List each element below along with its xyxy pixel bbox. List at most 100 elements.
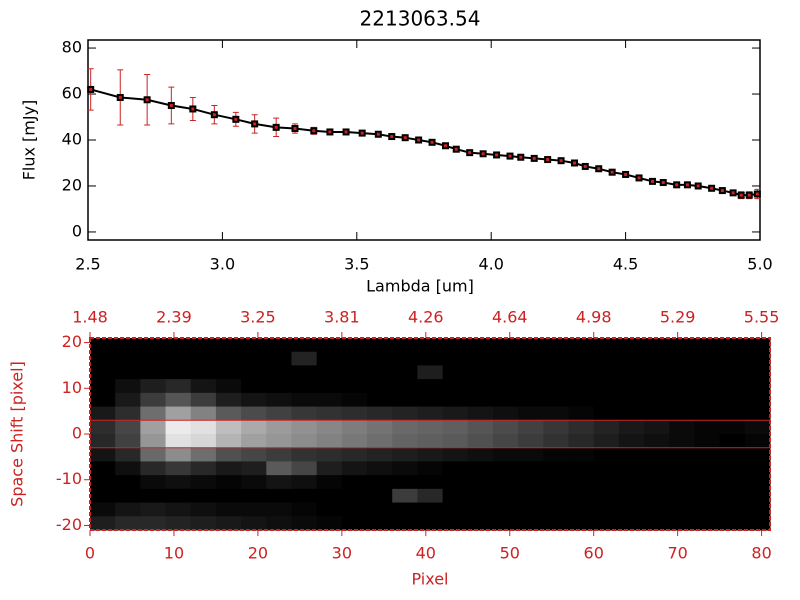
y-tick-label: 20 [62,175,82,194]
image-cell [669,365,695,380]
image-cell [341,365,368,380]
image-cell [367,516,393,531]
image-cell [518,420,544,435]
image-cell [215,379,242,394]
image-cell [543,338,570,353]
data-point-center [169,104,173,108]
image-cell [266,351,292,366]
image-cell [165,516,192,531]
image-cell [266,434,292,449]
data-point-center [444,144,448,148]
image-cell [618,502,645,517]
image-cell [165,502,192,517]
image-cell [644,516,670,531]
image-cell [618,461,645,476]
image-cell [367,420,393,435]
image-cell [492,461,519,476]
image-cell [442,379,469,394]
data-point-center [710,186,714,190]
image-cell [316,461,343,476]
image-cell [492,351,519,366]
data-point-center [430,140,434,144]
x-tick-label: 20 [248,544,268,563]
data-point-center [274,125,278,129]
image-cell [568,420,595,435]
image-cell [518,461,544,476]
image-cell [518,338,544,353]
image-cell [417,351,444,366]
image-cell [241,475,267,490]
image-cell [694,420,721,435]
image-cell [744,516,771,531]
image-cell [266,475,292,490]
image-cell [518,365,544,380]
data-point-center [253,122,257,126]
image-cell [190,379,217,394]
image-cell [140,365,167,380]
image-cell [115,379,141,394]
image-cell [492,434,519,449]
image-cell [744,488,771,504]
y-axis-label: Flux [mJy] [20,100,39,181]
image-cell [669,475,695,490]
image-cell [593,475,620,490]
image-cell [316,475,343,490]
image-cell [190,461,217,476]
image-cell [442,475,469,490]
image-cell [316,338,343,353]
image-cell [367,406,393,421]
image-cell [694,434,721,449]
image-cell [694,461,721,476]
data-point-center [390,135,394,139]
image-cell [467,420,494,435]
image-cell [190,516,217,531]
image-cell [291,379,318,394]
image-cell [492,365,519,380]
image-cell [266,502,292,517]
image-cell [593,502,620,517]
image-cell [618,420,645,435]
image-cell [241,420,267,435]
image-cell [543,351,570,366]
image-cell [719,406,746,421]
image-cell [291,406,318,421]
image-cell [744,406,771,421]
x2-tick-label: 3.25 [240,308,276,327]
image-cell [341,502,368,517]
image-cell [719,351,746,366]
image-cell [316,406,343,421]
image-cell [744,447,771,462]
image-cell [190,488,217,504]
image-cell [467,392,494,408]
image-cell [165,406,192,421]
image-cell [215,434,242,449]
image-cell [291,420,318,435]
image-cell [215,488,242,504]
image-cell [115,351,141,366]
image-cell [392,392,418,408]
image-cell [316,488,343,504]
image-cell [744,420,771,435]
data-point-center [597,167,601,171]
image-cell [644,461,670,476]
image-cell [316,502,343,517]
image-cell [392,434,418,449]
image-cell [593,420,620,435]
image-cell [417,338,444,353]
image-cell [215,461,242,476]
image-cell [266,392,292,408]
image-cell [669,461,695,476]
image-cell [341,461,368,476]
image-cell [291,516,318,531]
image-cell [190,447,217,462]
image-cell [568,461,595,476]
x-tick-label: 0 [85,544,95,563]
image-cell [644,406,670,421]
image-cell [719,392,746,408]
x-axis-label: Pixel [411,570,448,589]
image-cell [719,379,746,394]
image-cell [543,516,570,531]
image-cell [341,392,368,408]
image-cell [215,475,242,490]
image-cell [644,488,670,504]
